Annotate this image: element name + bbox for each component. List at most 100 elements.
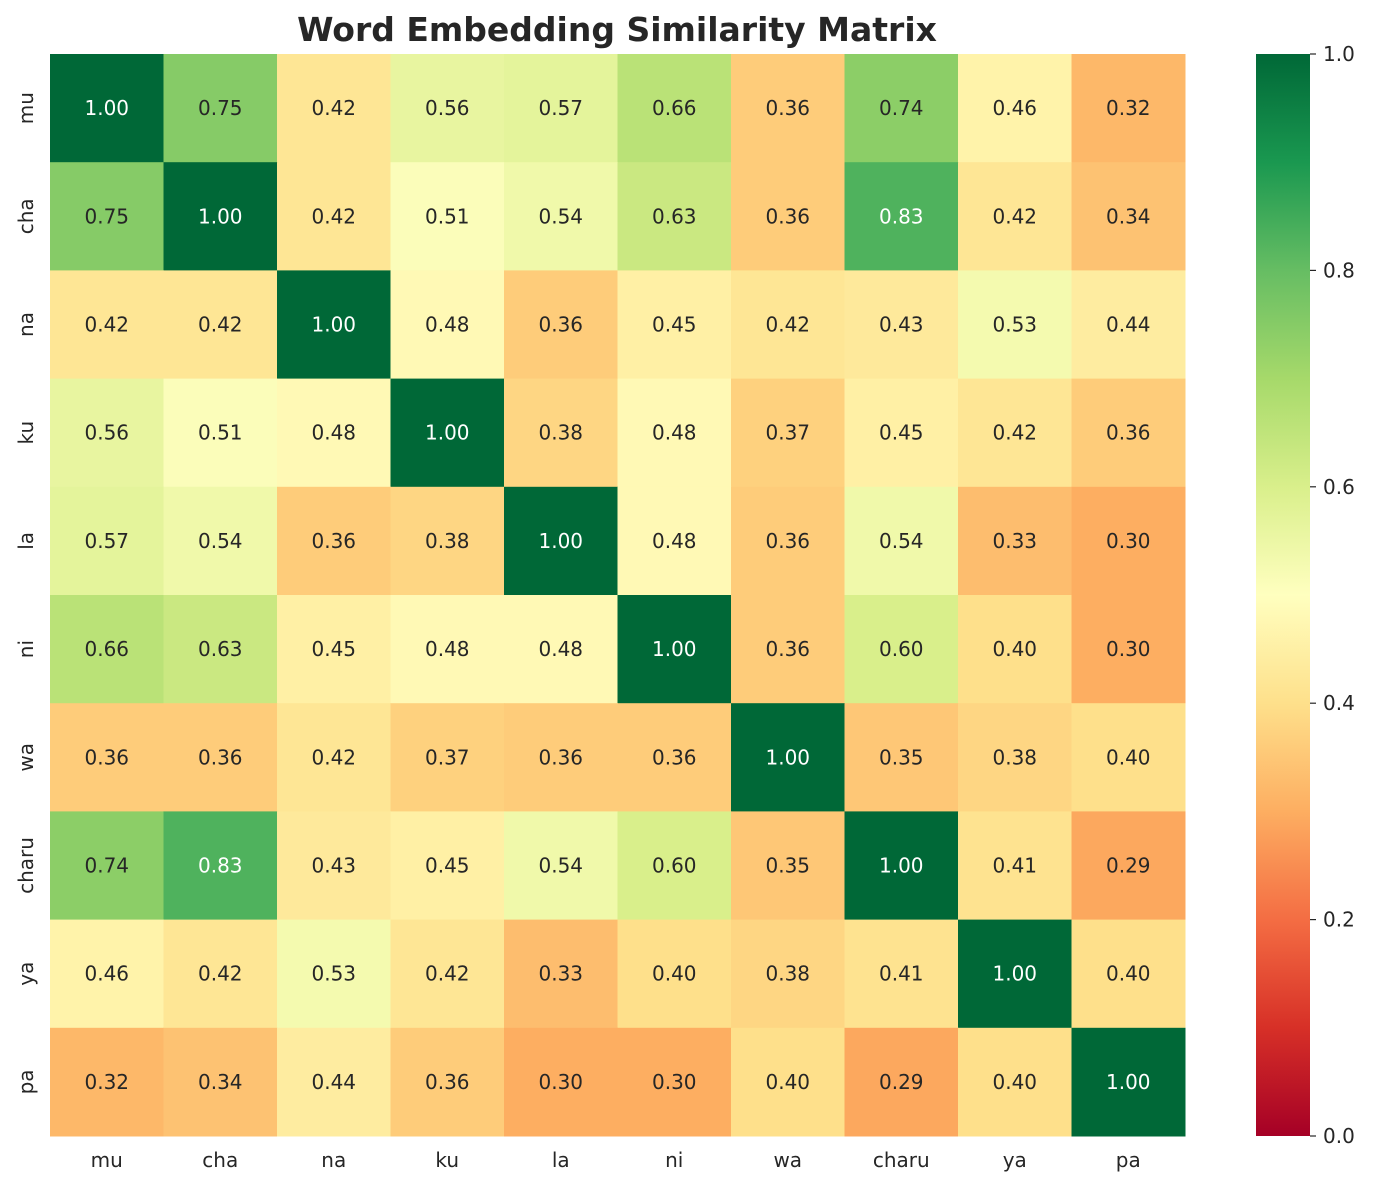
heatmap-cell <box>504 703 618 812</box>
heatmap-cell <box>390 703 505 812</box>
cell-value-label: 0.53 <box>311 962 356 986</box>
cell-value-label: 1.00 <box>992 962 1037 986</box>
cell-value-label: 0.32 <box>84 1070 129 1094</box>
colorbar-tick-label: 0.4 <box>1323 691 1355 715</box>
cell-value-label: 1.00 <box>652 637 697 661</box>
heatmap-cell <box>844 811 959 921</box>
cell-value-label: 0.83 <box>879 204 924 228</box>
cell-value-label: 0.36 <box>84 745 129 769</box>
cell-value-label: 0.48 <box>538 637 583 661</box>
cell-value-label: 0.30 <box>538 1070 583 1094</box>
heatmap-cell <box>617 378 732 488</box>
heatmap-cell <box>958 54 1072 163</box>
heatmap-cell <box>958 1027 1072 1137</box>
cell-value-label: 0.36 <box>538 313 583 337</box>
cell-value-label: 0.60 <box>879 637 924 661</box>
x-tick-label: ya <box>1003 1148 1027 1172</box>
cell-value-label: 0.57 <box>538 96 583 120</box>
cell-value-label: 0.56 <box>425 96 470 120</box>
heatmap-cell <box>277 595 391 704</box>
cell-value-label: 0.38 <box>425 529 470 553</box>
x-axis-tick-labels: mu cha na ku la ni wa charu ya pa <box>91 1148 1141 1172</box>
heatmap-cell <box>390 162 505 271</box>
cell-value-label: 0.40 <box>992 637 1037 661</box>
heatmap-cell <box>844 162 959 271</box>
x-tick-label: ni <box>665 1148 683 1172</box>
heatmap-cell <box>50 595 164 704</box>
heatmap-cell <box>277 703 391 812</box>
heatmap-cell <box>1071 54 1186 163</box>
heatmap-cell <box>844 595 959 704</box>
cell-value-label: 0.44 <box>1106 313 1151 337</box>
cell-value-label: 0.54 <box>879 529 924 553</box>
heatmap-cell <box>163 486 278 596</box>
heatmap-cell <box>1071 378 1186 488</box>
colorbar-tick-label: 0.2 <box>1323 908 1355 932</box>
heatmap-cell <box>958 162 1072 271</box>
heatmap-cell <box>731 919 845 1029</box>
heatmap-cell <box>50 486 164 596</box>
cell-value-label: 0.74 <box>879 96 924 120</box>
cell-value-label: 0.34 <box>1106 204 1151 228</box>
heatmap-cell <box>163 595 278 704</box>
heatmap-cell <box>390 486 505 596</box>
cell-value-label: 0.40 <box>992 1070 1037 1094</box>
x-tick-label: na <box>321 1148 346 1172</box>
cell-value-label: 0.36 <box>538 745 583 769</box>
heatmap-cell <box>390 595 505 704</box>
heatmap-cell <box>958 378 1072 488</box>
cell-value-label: 0.30 <box>1106 529 1151 553</box>
cell-value-label: 0.48 <box>425 313 470 337</box>
cell-value-label: 0.30 <box>1106 637 1151 661</box>
heatmap-cell <box>277 811 391 921</box>
heatmap-cell <box>731 162 845 271</box>
heatmap-cell <box>50 162 164 271</box>
cell-value-label: 0.36 <box>311 529 356 553</box>
cell-value-label: 0.45 <box>425 854 470 878</box>
cell-value-label: 0.48 <box>425 637 470 661</box>
heatmap-cell <box>617 919 732 1029</box>
heatmap-cell <box>390 919 505 1029</box>
cell-value-label: 0.38 <box>765 962 810 986</box>
heatmap-cell <box>277 378 391 488</box>
cell-value-label: 0.36 <box>425 1070 470 1094</box>
x-tick-label: pa <box>1116 1148 1141 1172</box>
y-axis-tick-labels: mu cha na ku la ni wa charu ya pa <box>14 92 38 1094</box>
heatmap-cell <box>617 270 732 380</box>
cell-value-label: 0.42 <box>311 745 356 769</box>
cell-value-label: 0.48 <box>652 529 697 553</box>
y-tick-label: na <box>14 312 38 337</box>
heatmap-cells: 1.00 0.75 0.42 0.56 0.57 0.66 0.36 0.74 0.46 0.32… <box>50 54 1186 1137</box>
heatmap-cell <box>844 54 959 163</box>
cell-value-label: 1.00 <box>311 313 356 337</box>
cell-value-label: 0.36 <box>765 529 810 553</box>
y-tick-label: wa <box>14 743 38 772</box>
y-tick-label: la <box>14 532 38 550</box>
heatmap-cell <box>617 54 732 163</box>
heatmap-cell <box>277 1027 391 1137</box>
cell-value-label: 1.00 <box>879 854 924 878</box>
cell-value-label: 0.75 <box>198 96 243 120</box>
heatmap-cell <box>504 270 618 380</box>
heatmap-cell <box>617 486 732 596</box>
heatmap-cell <box>504 54 618 163</box>
heatmap-cell <box>504 595 618 704</box>
heatmap-cell <box>50 811 164 921</box>
cell-value-label: 0.56 <box>84 421 129 445</box>
cell-value-label: 0.38 <box>992 745 1037 769</box>
heatmap-cell <box>617 162 732 271</box>
cell-value-label: 0.42 <box>84 313 129 337</box>
cell-value-label: 0.74 <box>84 854 129 878</box>
cell-value-label: 0.36 <box>1106 421 1151 445</box>
heatmap-cell <box>163 54 278 163</box>
heatmap-cell <box>504 919 618 1029</box>
y-tick-label: mu <box>14 92 38 124</box>
colorbar-tick-label: 0.8 <box>1323 258 1355 282</box>
heatmap-cell <box>617 811 732 921</box>
cell-value-label: 0.42 <box>992 421 1037 445</box>
cell-value-label: 0.48 <box>311 421 356 445</box>
cell-value-label: 0.29 <box>1106 854 1151 878</box>
chart-title: Word Embedding Similarity Matrix <box>297 10 937 49</box>
cell-value-label: 0.45 <box>879 421 924 445</box>
heatmap-cell <box>277 54 391 163</box>
